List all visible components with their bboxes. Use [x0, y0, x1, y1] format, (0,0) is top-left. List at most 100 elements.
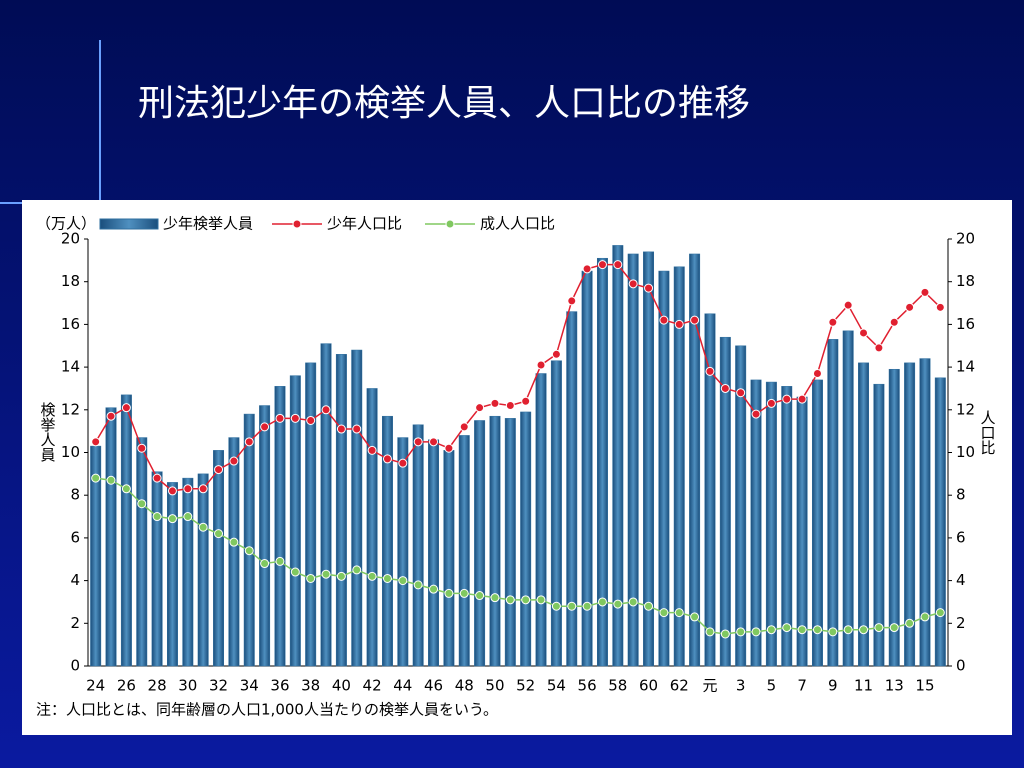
legend-label: 少年人口比 — [327, 215, 402, 233]
x-tick-label: 13 — [885, 677, 904, 695]
marker — [275, 413, 285, 423]
note: 注：人口比とは、同年齢層の人口1,000人当たりの検挙人員をいう。 — [36, 701, 498, 719]
bar — [305, 362, 317, 667]
legend-swatch — [292, 219, 302, 229]
marker — [644, 601, 654, 611]
bar — [489, 415, 501, 667]
marker — [306, 573, 316, 583]
marker — [336, 424, 346, 434]
marker — [812, 625, 822, 635]
legend-label: 少年検挙人員 — [163, 215, 253, 233]
marker — [690, 315, 700, 325]
marker — [290, 567, 300, 577]
marker — [382, 454, 392, 464]
bar — [566, 311, 578, 667]
marker — [398, 458, 408, 468]
bar — [120, 394, 132, 667]
marker — [152, 512, 162, 522]
y-tick-label: 4 — [70, 571, 80, 589]
x-tick-label: 62 — [670, 677, 689, 695]
x-tick-label: 60 — [639, 677, 658, 695]
bar — [827, 339, 839, 667]
bar — [151, 471, 163, 667]
marker — [751, 409, 761, 419]
marker — [91, 437, 101, 447]
bar — [842, 330, 854, 667]
bar — [535, 373, 547, 667]
marker — [121, 484, 131, 494]
y-tick-label: 2 — [70, 614, 80, 632]
y2-tick-label: 10 — [956, 443, 975, 461]
marker — [290, 413, 300, 423]
y2-tick-label: 18 — [956, 272, 975, 290]
marker — [352, 424, 362, 434]
marker — [736, 388, 746, 398]
marker — [674, 608, 684, 618]
marker — [352, 565, 362, 575]
bar — [458, 435, 470, 667]
marker — [644, 283, 654, 293]
marker — [659, 608, 669, 618]
marker — [782, 623, 792, 633]
marker — [321, 405, 331, 415]
marker — [751, 627, 761, 637]
y-tick-label: 10 — [61, 443, 80, 461]
bar — [412, 424, 424, 667]
marker — [797, 625, 807, 635]
y2-axis-label: 人口比 — [979, 410, 997, 455]
marker — [613, 599, 623, 609]
x-tick-label: 38 — [301, 677, 320, 695]
x-tick-label: 30 — [178, 677, 197, 695]
bar — [858, 362, 870, 667]
x-tick-label: 44 — [393, 677, 412, 695]
marker — [137, 443, 147, 453]
marker — [628, 597, 638, 607]
marker — [536, 360, 546, 370]
marker — [659, 315, 669, 325]
marker — [198, 484, 208, 494]
x-tick-label: 58 — [608, 677, 627, 695]
marker — [613, 260, 623, 270]
marker — [121, 403, 131, 413]
marker — [736, 627, 746, 637]
bar — [136, 437, 148, 667]
marker — [782, 394, 792, 404]
bar — [888, 368, 900, 667]
bar — [765, 381, 777, 667]
marker — [413, 437, 423, 447]
legend-swatch — [99, 218, 159, 230]
bar — [504, 418, 516, 667]
x-tick-label: 11 — [854, 677, 873, 695]
marker — [536, 595, 546, 605]
marker — [505, 401, 515, 411]
marker — [828, 317, 838, 327]
marker — [183, 512, 193, 522]
bar — [213, 450, 225, 667]
x-tick-label: 40 — [332, 677, 351, 695]
x-tick-label: 15 — [915, 677, 934, 695]
bar — [166, 482, 178, 667]
marker — [705, 366, 715, 376]
marker — [812, 369, 822, 379]
marker — [920, 287, 930, 297]
marker — [444, 443, 454, 453]
bar — [719, 336, 731, 667]
bar — [520, 411, 532, 667]
marker — [935, 302, 945, 312]
bar — [596, 257, 608, 667]
marker — [260, 422, 270, 432]
bar — [351, 349, 363, 667]
marker — [828, 627, 838, 637]
bar — [320, 343, 332, 667]
marker — [567, 296, 577, 306]
bar — [474, 420, 486, 667]
marker — [214, 465, 224, 475]
marker — [367, 445, 377, 455]
marker — [935, 608, 945, 618]
y-tick-label: 0 — [70, 657, 80, 675]
marker — [167, 486, 177, 496]
marker — [336, 571, 346, 581]
y-tick-label: 14 — [61, 358, 80, 376]
x-tick-label: 42 — [363, 677, 382, 695]
